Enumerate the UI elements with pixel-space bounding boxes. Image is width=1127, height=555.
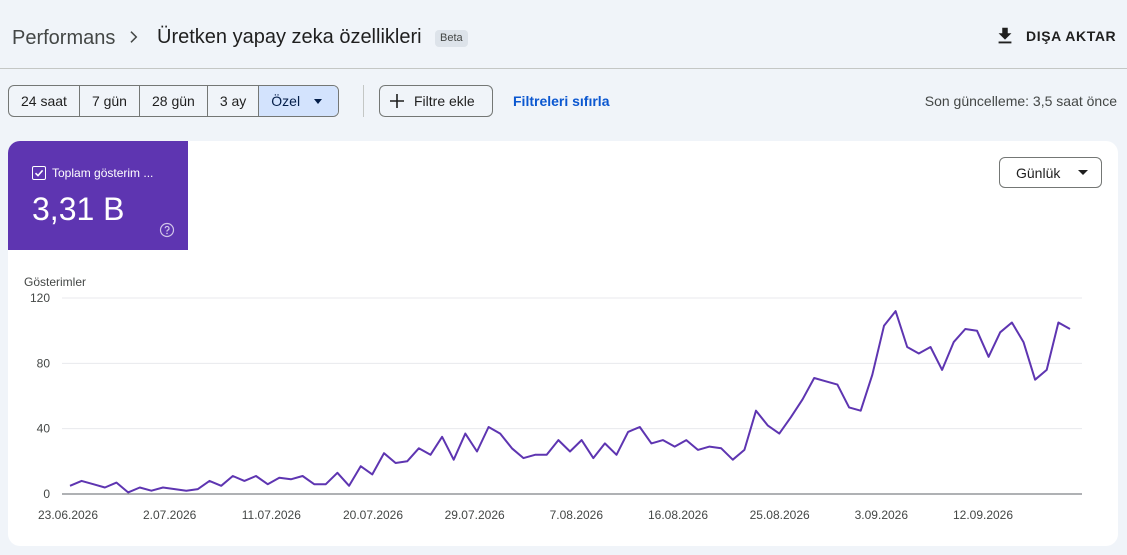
range-28d-button[interactable]: 28 gün: [140, 86, 208, 116]
y-tick-label: 0: [43, 487, 50, 501]
y-tick-label: 120: [30, 291, 50, 305]
range-24h-button[interactable]: 24 saat: [9, 86, 80, 116]
download-icon: [998, 27, 1012, 44]
y-tick-label: 80: [37, 356, 51, 370]
x-tick-label: 3.09.2026: [855, 508, 909, 522]
y-axis-label: Gösterimler: [24, 275, 86, 289]
toolbar-divider: [363, 85, 364, 117]
series-line: [69, 310, 1071, 494]
x-tick-label: 16.08.2026: [648, 508, 708, 522]
caret-down-icon: [1078, 170, 1089, 175]
y-tick-label: 40: [37, 422, 51, 436]
range-custom-button[interactable]: Özel: [259, 86, 339, 116]
page-header: Performans Üretken yapay zeka özellikler…: [0, 0, 1127, 69]
metric-tile-impressions[interactable]: Toplam gösterim ... 3,31 B: [8, 141, 188, 250]
caret-down-icon: [314, 98, 323, 104]
plus-icon: [390, 94, 404, 108]
granularity-label: Günlük: [1016, 164, 1061, 181]
checkbox-checked-icon[interactable]: [32, 166, 46, 180]
x-tick-label: 20.07.2026: [343, 508, 403, 522]
add-filter-button[interactable]: Filtre ekle: [379, 85, 493, 117]
reset-filters-link[interactable]: Filtreleri sıfırla: [513, 93, 610, 109]
x-tick-label: 7.08.2026: [550, 508, 604, 522]
filter-toolbar: 24 saat 7 gün 28 gün 3 ay Özel Filtre ek…: [0, 85, 1127, 117]
page-title: Üretken yapay zeka özellikleri: [157, 26, 422, 48]
granularity-dropdown[interactable]: Günlük: [999, 157, 1102, 188]
last-updated-text: Son güncelleme: 3,5 saat önce: [924, 93, 1117, 109]
x-tick-label: 29.07.2026: [445, 508, 505, 522]
export-button[interactable]: DIŞA AKTAR: [994, 24, 1116, 48]
x-tick-label: 2.07.2026: [143, 508, 197, 522]
x-tick-label: 12.09.2026: [953, 508, 1013, 522]
x-tick-label: 11.07.2026: [242, 508, 301, 522]
metric-value: 3,31 B: [32, 191, 125, 227]
impressions-line-chart: Gösterimler 0 40 80 120 23.06.2026 2.07.2026…: [24, 275, 1082, 522]
metric-label: Toplam gösterim ...: [52, 166, 154, 180]
range-custom-label: Özel: [271, 93, 301, 109]
export-label: DIŞA AKTAR: [1026, 28, 1117, 44]
date-range-selector: 24 saat 7 gün 28 gün 3 ay Özel: [8, 85, 340, 117]
chevron-right-icon: [130, 31, 138, 43]
help-icon[interactable]: [159, 222, 175, 238]
chart-card: Toplam gösterim ... 3,31 B Günlük Göster…: [8, 141, 1118, 546]
x-tick-label: 23.06.2026: [38, 508, 98, 522]
add-filter-label: Filtre ekle: [414, 93, 475, 109]
x-tick-label: 25.08.2026: [750, 508, 810, 522]
beta-badge: Beta: [435, 30, 468, 47]
breadcrumb-root[interactable]: Performans: [12, 27, 116, 49]
range-3m-button[interactable]: 3 ay: [208, 86, 260, 116]
range-7d-button[interactable]: 7 gün: [80, 86, 140, 116]
